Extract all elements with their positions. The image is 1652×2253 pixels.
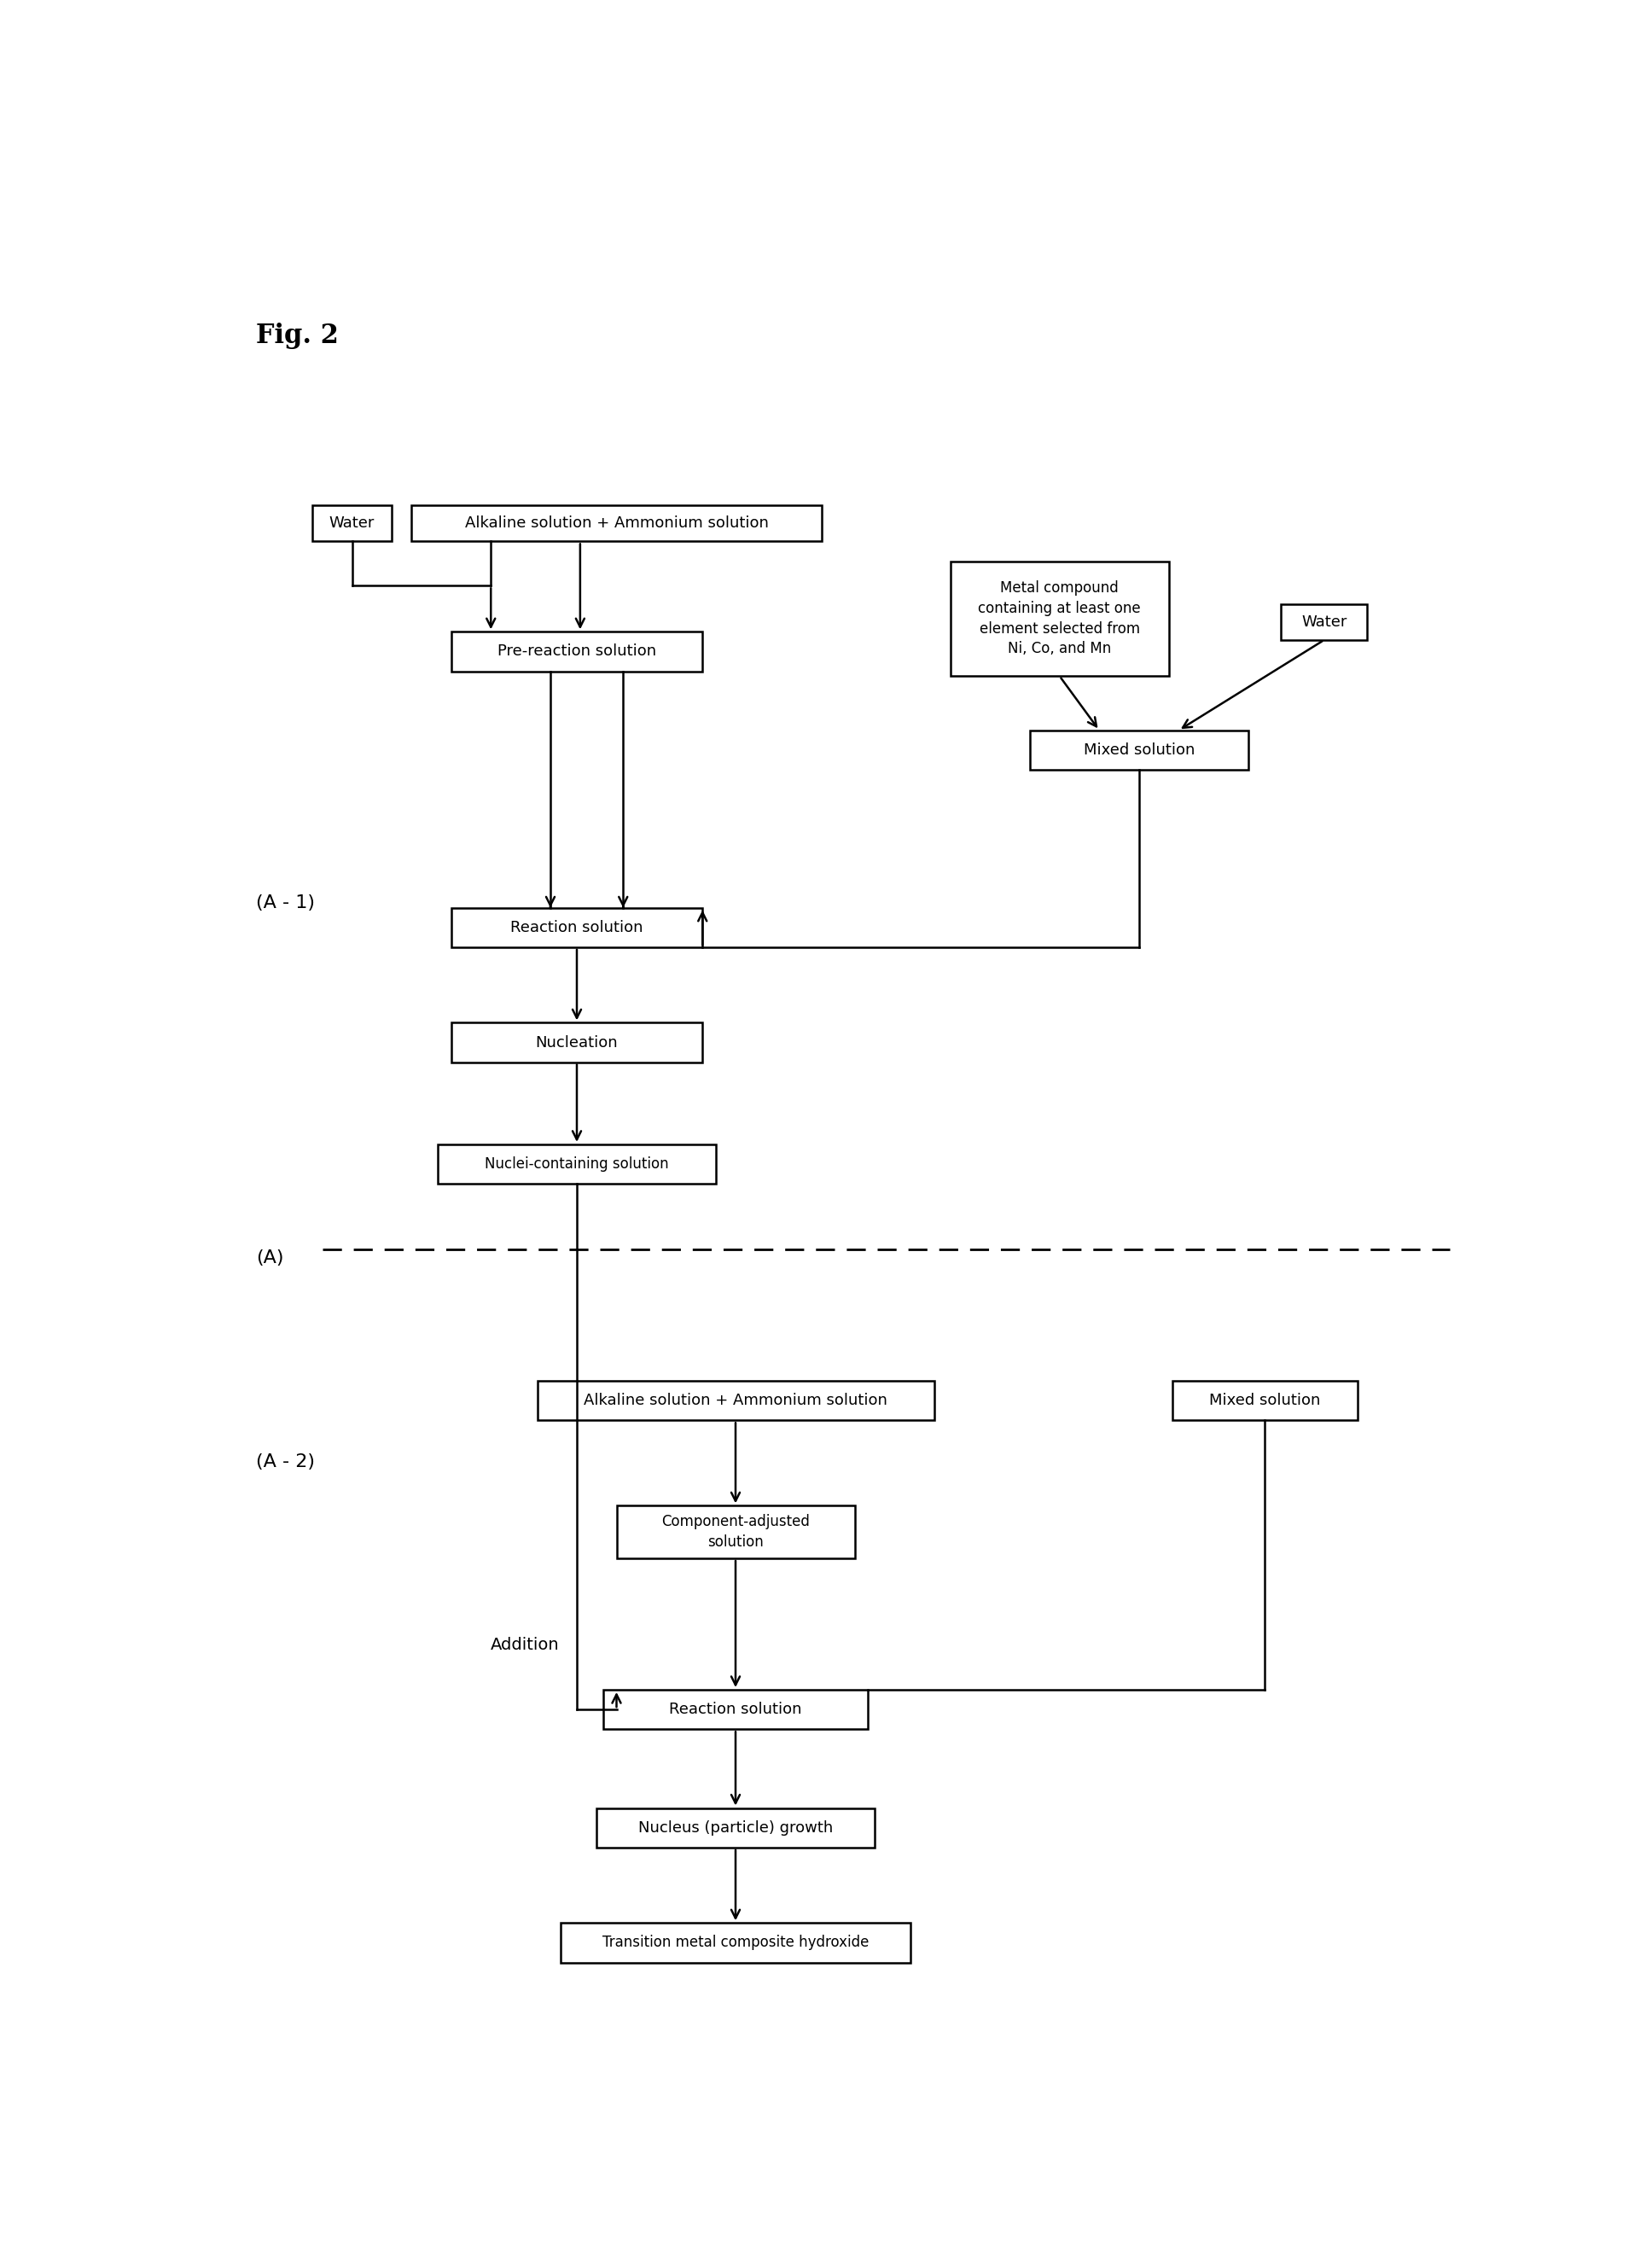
Text: (A - 1): (A - 1) (256, 894, 316, 912)
Text: Nucleation: Nucleation (535, 1034, 618, 1050)
Text: Transition metal composite hydroxide: Transition metal composite hydroxide (603, 1935, 869, 1951)
Bar (451, 631, 702, 671)
Bar (411, 505, 821, 541)
Text: Alkaline solution + Ammonium solution: Alkaline solution + Ammonium solution (583, 1392, 887, 1408)
Text: Reaction solution: Reaction solution (669, 1701, 801, 1717)
Bar (1282, 604, 1368, 640)
Text: Pre-reaction solution: Pre-reaction solution (497, 644, 656, 660)
Text: (A - 2): (A - 2) (256, 1453, 316, 1471)
Text: Mixed solution: Mixed solution (1084, 743, 1194, 757)
Bar (438, 1145, 715, 1183)
Bar (950, 561, 1168, 676)
Text: Reaction solution: Reaction solution (510, 919, 643, 935)
Text: Water: Water (1302, 615, 1346, 629)
Text: Component-adjusted
solution: Component-adjusted solution (661, 1514, 809, 1550)
Bar (312, 505, 392, 541)
Text: Addition: Addition (491, 1638, 560, 1654)
Bar (451, 908, 702, 946)
Bar (603, 1690, 867, 1730)
Text: Water: Water (329, 516, 375, 532)
Bar (596, 1807, 874, 1847)
Bar (537, 1381, 933, 1419)
Bar (560, 1924, 910, 1962)
Text: Nucleus (particle) growth: Nucleus (particle) growth (638, 1820, 833, 1836)
Bar (1029, 730, 1247, 771)
Text: Mixed solution: Mixed solution (1209, 1392, 1320, 1408)
Text: Nuclei-containing solution: Nuclei-containing solution (484, 1156, 669, 1172)
Bar (451, 1023, 702, 1061)
Bar (616, 1505, 854, 1559)
Text: Metal compound
containing at least one
element selected from
Ni, Co, and Mn: Metal compound containing at least one e… (978, 581, 1142, 656)
Bar (1171, 1381, 1358, 1419)
Text: Fig. 2: Fig. 2 (256, 322, 339, 349)
Text: Alkaline solution + Ammonium solution: Alkaline solution + Ammonium solution (464, 516, 768, 532)
Text: (A): (A) (256, 1250, 284, 1266)
